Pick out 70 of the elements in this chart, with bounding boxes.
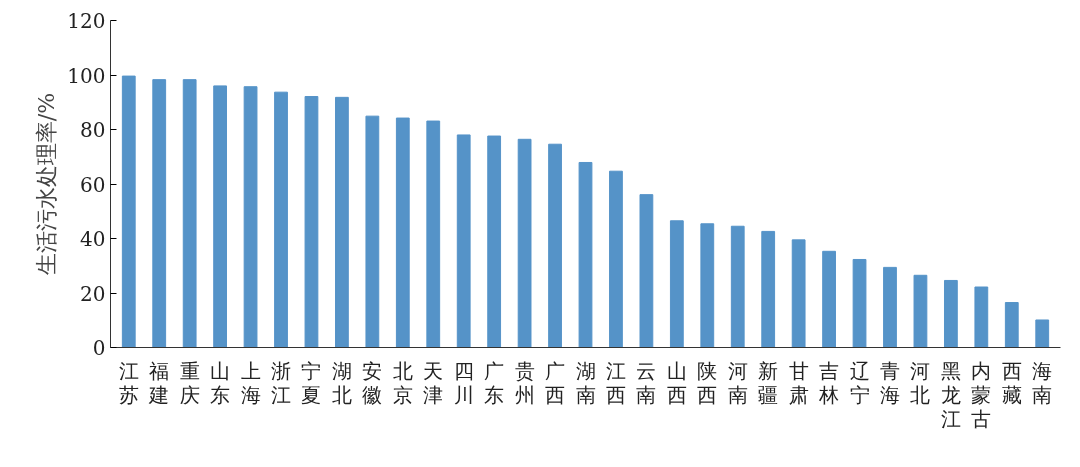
x-tick-label: 浙江 (271, 358, 292, 407)
bar (487, 135, 502, 348)
y-tick-label: 20 (80, 281, 106, 306)
x-tick-label: 安徽 (362, 358, 383, 407)
bar (852, 258, 867, 348)
x-tick-label: 陕西 (697, 358, 718, 407)
bar (243, 86, 258, 348)
bar (578, 161, 593, 348)
bar (335, 96, 349, 348)
bar (913, 274, 928, 348)
bar (395, 117, 410, 348)
bar (822, 250, 836, 348)
bar (883, 266, 897, 348)
bar (974, 286, 989, 348)
bar (152, 79, 167, 348)
x-tick-label: 湖北 (331, 358, 352, 407)
bar (304, 96, 319, 348)
bar (548, 143, 562, 348)
bar (761, 230, 776, 348)
x-tick-label: 云南 (636, 358, 657, 407)
bar (791, 239, 806, 348)
x-tick-label: 山东 (210, 358, 231, 407)
y-axis-title: 生活污水处理率/% (34, 92, 60, 276)
bar (669, 220, 684, 348)
x-tick-label: 辽宁 (849, 358, 870, 407)
bar (1035, 319, 1050, 348)
x-tick-label: 河北 (910, 358, 931, 407)
x-tick-label: 天津 (423, 358, 444, 407)
x-tick-label: 海南 (1032, 358, 1053, 407)
x-tick-label: 湖南 (575, 358, 596, 407)
x-tick-label: 吉林 (818, 358, 840, 407)
x-tick-label: 黑龙江 (940, 358, 961, 431)
bar (365, 115, 380, 348)
x-tick-label: 四川 (453, 358, 474, 407)
bar (730, 225, 745, 348)
bar (182, 79, 197, 348)
x-tick-label: 北京 (392, 358, 413, 407)
x-tick-label: 新疆 (758, 358, 779, 407)
x-tick-label: 广东 (484, 358, 505, 407)
bar (609, 170, 623, 348)
x-tick-label: 广西 (545, 358, 566, 407)
x-tick-label: 甘肃 (788, 358, 809, 407)
y-tick-label: 40 (80, 227, 106, 251)
y-tick-label: 120 (67, 9, 106, 33)
x-tick-label: 重庆 (179, 358, 200, 407)
x-tick-label: 内蒙古 (971, 358, 992, 431)
bar (426, 120, 441, 348)
x-tick-label: 江西 (605, 358, 626, 407)
y-tick-label: 80 (80, 118, 106, 142)
y-tick-label: 0 (92, 336, 106, 360)
x-tick-label: 山西 (666, 358, 687, 407)
x-tick-label: 上海 (240, 358, 261, 407)
y-tick-label: 60 (80, 172, 106, 197)
x-tick-label: 江苏 (118, 358, 139, 407)
y-tick-label: 100 (67, 63, 106, 88)
x-tick-label: 福建 (148, 358, 170, 407)
x-tick-label: 青海 (879, 358, 900, 407)
bar (213, 85, 228, 348)
bar (943, 279, 958, 348)
x-tick-label: 贵州 (514, 358, 535, 407)
bar (517, 138, 532, 348)
bar (121, 75, 136, 348)
bar (274, 91, 288, 348)
x-tick-label: 宁夏 (301, 358, 322, 407)
bar (456, 134, 471, 348)
bar (1004, 302, 1019, 348)
bar (700, 223, 715, 348)
bar (639, 194, 654, 348)
x-tick-label: 河南 (727, 358, 748, 407)
x-tick-label: 西藏 (1001, 358, 1022, 407)
